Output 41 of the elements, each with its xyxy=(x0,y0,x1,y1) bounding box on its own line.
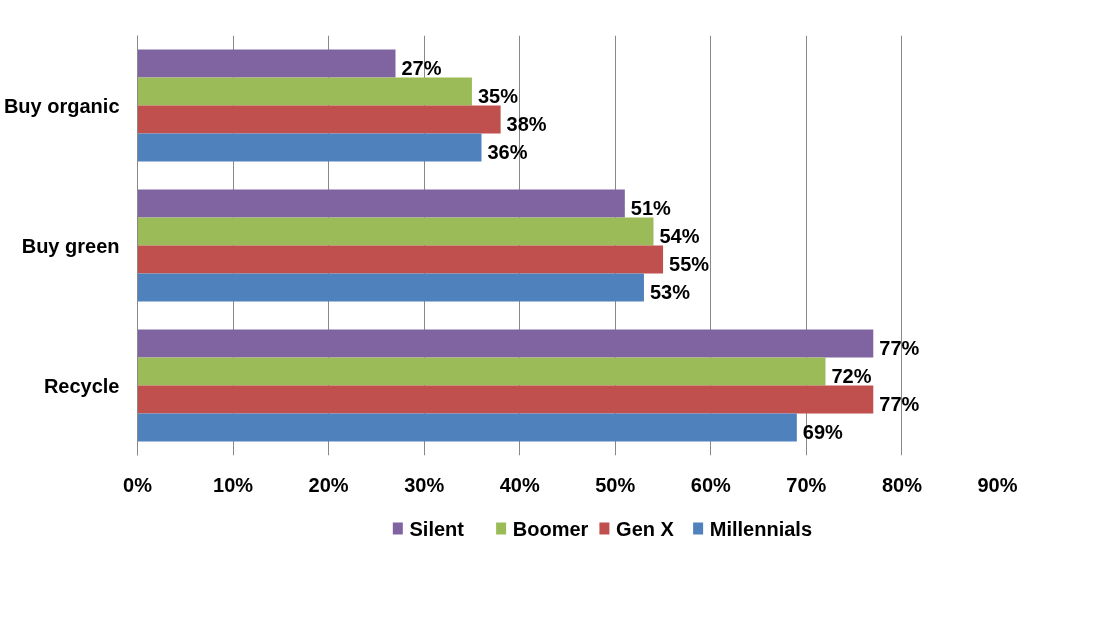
data-label: 77% xyxy=(879,336,920,359)
x-tick-label: 40% xyxy=(499,473,540,496)
bar xyxy=(137,217,654,246)
data-label: 69% xyxy=(802,420,844,443)
bar xyxy=(137,273,644,302)
legend-label: Boomer xyxy=(512,517,589,540)
x-tick-label: 30% xyxy=(404,473,445,496)
bar xyxy=(137,413,797,442)
x-tick-label: 60% xyxy=(690,473,732,496)
x-tick-label: 10% xyxy=(213,473,254,496)
x-tick-label: 0% xyxy=(123,473,153,496)
y-tick-label: Buy organic xyxy=(3,94,120,117)
legend-label: Silent xyxy=(409,517,465,540)
x-tick-label: 90% xyxy=(977,473,1018,496)
bar xyxy=(137,189,625,218)
data-label: 54% xyxy=(659,224,700,247)
bar xyxy=(137,357,826,386)
legend-label: Millennials xyxy=(709,517,813,540)
data-label: 55% xyxy=(669,252,710,275)
bar xyxy=(137,385,874,414)
bar xyxy=(137,77,472,106)
bar xyxy=(137,49,396,78)
y-tick-label: Buy green xyxy=(21,234,120,257)
y-tick-label: Recycle xyxy=(43,374,120,397)
x-tick-label: 20% xyxy=(308,473,349,496)
data-label: 27% xyxy=(401,56,442,79)
x-tick-label: 80% xyxy=(881,473,923,496)
legend-label: Gen X xyxy=(616,517,675,540)
data-label: 51% xyxy=(630,196,672,219)
data-label: 35% xyxy=(477,84,519,107)
x-tick-label: 50% xyxy=(595,473,636,496)
data-label: 53% xyxy=(649,280,691,303)
x-tick-label: 70% xyxy=(786,473,827,496)
data-label: 38% xyxy=(506,112,547,135)
data-label: 72% xyxy=(831,364,872,387)
bar xyxy=(137,133,482,162)
data-label: 77% xyxy=(879,392,920,415)
data-label: 36% xyxy=(487,140,528,163)
bar xyxy=(137,105,501,134)
bar xyxy=(137,329,874,358)
bar xyxy=(137,245,664,274)
